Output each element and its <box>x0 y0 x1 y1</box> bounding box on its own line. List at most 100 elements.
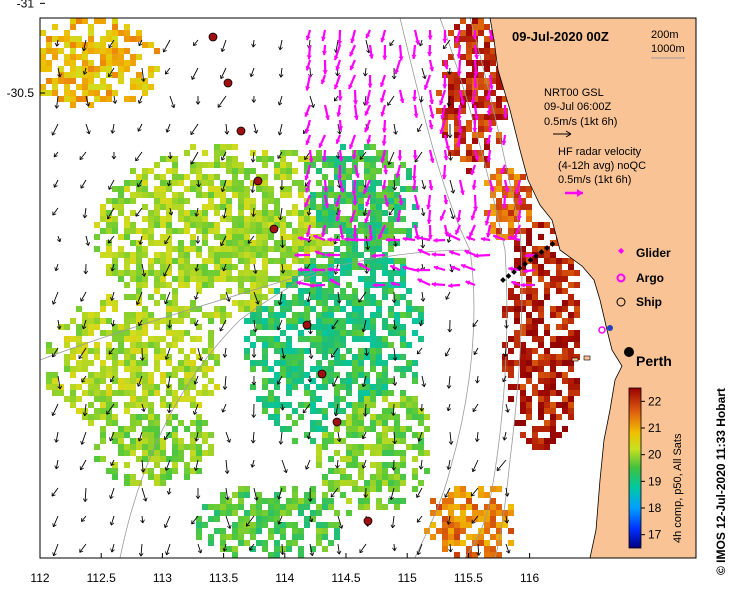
sst-pixel <box>340 174 346 180</box>
sst-pixel <box>484 102 490 108</box>
gsl-legend-line2: 09-Jul 06:00Z <box>544 101 612 113</box>
sst-pixel <box>406 444 412 450</box>
sst-pixel <box>160 480 166 486</box>
gsl-arrowhead <box>363 72 368 77</box>
sst-pixel <box>286 402 292 408</box>
sst-pixel <box>262 498 268 504</box>
sst-pixel <box>190 372 196 378</box>
sst-pixel <box>184 258 190 264</box>
sst-pixel <box>184 426 190 432</box>
sst-pixel <box>556 432 562 438</box>
sst-pixel <box>202 240 208 246</box>
gsl-arrow <box>253 487 258 501</box>
sst-pixel <box>262 150 268 156</box>
sst-pixel <box>100 306 106 312</box>
gsl-arrowhead <box>387 160 392 165</box>
sst-pixel <box>454 90 460 96</box>
sst-pixel <box>358 276 364 282</box>
sst-pixel <box>322 474 328 480</box>
sst-pixel <box>358 210 364 216</box>
sst-pixel <box>118 378 124 384</box>
sst-pixel <box>484 546 490 552</box>
gsl-arrowhead <box>307 498 313 502</box>
sst-pixel <box>448 498 454 504</box>
sst-pixel <box>496 180 502 186</box>
hf-arrowhead <box>433 265 439 271</box>
gsl-legend-line3: 0.5m/s (1kt 6h) <box>544 116 617 128</box>
sst-pixel <box>358 198 364 204</box>
sst-pixel <box>208 258 214 264</box>
sst-pixel <box>292 282 298 288</box>
sst-pixel <box>100 330 106 336</box>
sst-pixel <box>388 204 394 210</box>
gsl-arrowhead <box>194 267 200 272</box>
sst-pixel <box>160 372 166 378</box>
sst-pixel <box>346 312 352 318</box>
sst-pixel <box>286 318 292 324</box>
sst-pixel <box>286 174 292 180</box>
sst-pixel <box>244 510 250 516</box>
sst-pixel <box>100 438 106 444</box>
sst-pixel <box>148 468 154 474</box>
sst-pixel <box>388 342 394 348</box>
gsl-arrow <box>504 347 507 357</box>
sst-pixel <box>208 540 214 546</box>
sst-pixel <box>148 450 154 456</box>
sst-pixel <box>286 168 292 174</box>
gsl-arrowhead <box>54 465 60 470</box>
sst-pixel <box>496 552 502 558</box>
sst-pixel <box>136 324 142 330</box>
gsl-arrowhead <box>250 158 256 163</box>
sst-pixel <box>478 516 484 522</box>
gsl-arrowhead <box>251 99 257 103</box>
gsl-arrow <box>110 459 115 466</box>
sst-pixel <box>250 534 256 540</box>
gsl-arrowhead <box>222 353 228 358</box>
gsl-arrow <box>252 39 255 48</box>
hf-arrowhead <box>329 279 335 284</box>
gsl-arrow <box>141 263 145 277</box>
sst-pixel <box>220 240 226 246</box>
gsl-arrow <box>278 123 283 136</box>
sst-pixel <box>94 378 100 384</box>
sst-pixel <box>124 216 130 222</box>
hf-arrowhead <box>485 232 491 238</box>
sst-pixel <box>154 420 160 426</box>
sst-pixel <box>88 402 94 408</box>
sst-pixel <box>346 432 352 438</box>
hf-arrowhead <box>333 84 339 90</box>
gsl-arrowhead <box>472 407 477 412</box>
sst-pixel <box>226 498 232 504</box>
sst-pixel <box>346 216 352 222</box>
sst-pixel <box>454 84 460 90</box>
hf-arrowhead <box>363 189 368 194</box>
sst-pixel <box>244 486 250 492</box>
sst-pixel <box>568 312 574 318</box>
sst-pixel <box>106 72 112 78</box>
sst-pixel <box>520 198 526 204</box>
sst-pixel <box>454 78 460 84</box>
sst-pixel <box>466 168 472 174</box>
sst-pixel <box>238 486 244 492</box>
sst-pixel <box>238 516 244 522</box>
sst-pixel <box>262 294 268 300</box>
sst-pixel <box>196 186 202 192</box>
sst-pixel <box>322 318 328 324</box>
sst-pixel <box>322 342 328 348</box>
sst-pixel <box>124 282 130 288</box>
sst-pixel <box>106 90 112 96</box>
sst-pixel <box>64 324 70 330</box>
sst-pixel <box>484 60 490 66</box>
sst-pixel <box>88 324 94 330</box>
sst-pixel <box>190 216 196 222</box>
sst-pixel <box>316 426 322 432</box>
sst-pixel <box>130 450 136 456</box>
sst-pixel <box>160 192 166 198</box>
gsl-arrowhead <box>278 46 283 51</box>
sst-pixel <box>136 312 142 318</box>
sst-pixel <box>178 306 184 312</box>
sst-pixel <box>316 318 322 324</box>
sst-pixel <box>274 174 280 180</box>
sst-pixel <box>568 330 574 336</box>
sst-pixel <box>196 216 202 222</box>
